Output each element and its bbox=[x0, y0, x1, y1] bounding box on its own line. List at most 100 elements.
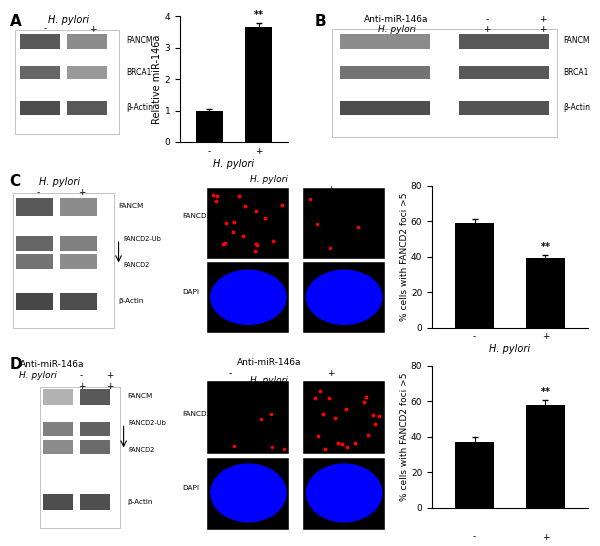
Bar bbox=[208, 458, 289, 530]
Text: FANCD2-Ub: FANCD2-Ub bbox=[124, 236, 161, 242]
Text: H. pylori: H. pylori bbox=[39, 177, 80, 187]
Bar bbox=[40, 387, 120, 528]
Bar bbox=[60, 236, 97, 251]
Text: +: + bbox=[539, 25, 547, 33]
Text: FANCD2-Ub: FANCD2-Ub bbox=[128, 420, 167, 426]
Text: H. pylori: H. pylori bbox=[19, 371, 58, 380]
Bar bbox=[16, 254, 53, 269]
Text: FANCD2: FANCD2 bbox=[182, 411, 212, 417]
Text: A: A bbox=[10, 14, 22, 28]
Text: FANCM: FANCM bbox=[127, 37, 153, 45]
Text: +: + bbox=[327, 369, 334, 378]
Text: B: B bbox=[315, 14, 326, 28]
Circle shape bbox=[211, 464, 286, 522]
Text: FANCM: FANCM bbox=[119, 204, 144, 209]
Bar bbox=[16, 293, 53, 310]
Bar bbox=[455, 442, 494, 508]
Bar bbox=[43, 494, 73, 510]
Text: FANCD2: FANCD2 bbox=[128, 447, 155, 453]
Text: Anti-miR-146a: Anti-miR-146a bbox=[236, 358, 301, 367]
Text: Anti-miR-146a: Anti-miR-146a bbox=[364, 15, 429, 24]
Text: FANCD2: FANCD2 bbox=[182, 213, 212, 219]
Text: H. pylori: H. pylori bbox=[377, 25, 416, 33]
Circle shape bbox=[211, 270, 286, 324]
Circle shape bbox=[307, 464, 382, 522]
Bar bbox=[67, 66, 107, 79]
Bar bbox=[303, 262, 385, 333]
Text: **: ** bbox=[541, 242, 550, 252]
Text: β-Actin: β-Actin bbox=[119, 299, 144, 304]
Bar bbox=[208, 381, 289, 454]
Text: DAPI: DAPI bbox=[182, 485, 199, 491]
Text: **: ** bbox=[541, 387, 550, 397]
Text: H. pylori: H. pylori bbox=[250, 175, 288, 184]
Bar bbox=[20, 34, 60, 49]
Text: H. pylori: H. pylori bbox=[49, 15, 89, 25]
Text: +: + bbox=[542, 533, 549, 542]
Text: -: - bbox=[80, 371, 83, 380]
Bar bbox=[80, 440, 110, 454]
X-axis label: H. pylori: H. pylori bbox=[214, 158, 254, 169]
Text: -: - bbox=[229, 369, 232, 378]
Text: β-Actin: β-Actin bbox=[563, 103, 590, 112]
Bar bbox=[340, 34, 430, 49]
Bar bbox=[60, 293, 97, 310]
Circle shape bbox=[307, 270, 382, 324]
Bar bbox=[80, 494, 110, 510]
Bar bbox=[16, 236, 53, 251]
Text: DAPI: DAPI bbox=[182, 289, 199, 294]
Text: -: - bbox=[44, 25, 47, 33]
Text: Anti-miR-146a: Anti-miR-146a bbox=[19, 360, 84, 369]
Bar bbox=[458, 34, 549, 49]
Text: D: D bbox=[10, 357, 22, 372]
Text: -: - bbox=[36, 188, 40, 197]
Bar bbox=[303, 188, 385, 259]
Text: -: - bbox=[229, 185, 232, 194]
Text: +: + bbox=[78, 382, 85, 391]
Bar bbox=[208, 262, 289, 333]
Bar bbox=[303, 458, 385, 530]
Bar bbox=[245, 27, 272, 142]
Text: FANCM: FANCM bbox=[563, 37, 589, 45]
Bar bbox=[16, 198, 53, 216]
Text: -: - bbox=[473, 533, 476, 542]
Text: FANCM: FANCM bbox=[127, 393, 152, 399]
Bar bbox=[80, 422, 110, 436]
Bar bbox=[60, 254, 97, 269]
Text: +: + bbox=[106, 382, 114, 391]
Text: C: C bbox=[10, 174, 20, 188]
Text: β-Actin: β-Actin bbox=[127, 103, 154, 112]
Bar bbox=[20, 101, 60, 115]
Bar bbox=[208, 188, 289, 259]
Bar bbox=[332, 28, 557, 136]
Y-axis label: % cells with FANCD2 foci >5: % cells with FANCD2 foci >5 bbox=[400, 372, 409, 501]
Text: **: ** bbox=[254, 9, 263, 20]
Text: BRCA1: BRCA1 bbox=[563, 68, 589, 77]
Text: +: + bbox=[539, 15, 547, 24]
Bar bbox=[196, 110, 223, 142]
Bar bbox=[15, 30, 119, 134]
Text: +: + bbox=[327, 185, 334, 194]
Bar bbox=[458, 101, 549, 115]
Bar bbox=[60, 198, 97, 216]
Bar bbox=[526, 405, 565, 508]
Text: +: + bbox=[226, 384, 234, 394]
Bar bbox=[13, 193, 113, 328]
Bar bbox=[67, 101, 107, 115]
Text: +: + bbox=[327, 384, 334, 394]
Bar bbox=[43, 389, 73, 405]
Text: β-Actin: β-Actin bbox=[127, 498, 152, 505]
Text: FANCD2: FANCD2 bbox=[124, 263, 150, 268]
Text: BRCA1: BRCA1 bbox=[127, 68, 152, 77]
Bar bbox=[43, 422, 73, 436]
Y-axis label: Relative miR-146a: Relative miR-146a bbox=[152, 34, 162, 124]
Bar bbox=[43, 440, 73, 454]
Bar bbox=[67, 34, 107, 49]
Text: +: + bbox=[78, 188, 85, 197]
Text: H. pylori: H. pylori bbox=[250, 376, 288, 385]
Bar bbox=[80, 389, 110, 405]
Text: -: - bbox=[485, 15, 488, 24]
Text: +: + bbox=[106, 371, 114, 380]
X-axis label: H. pylori: H. pylori bbox=[490, 344, 530, 354]
Bar bbox=[340, 66, 430, 79]
